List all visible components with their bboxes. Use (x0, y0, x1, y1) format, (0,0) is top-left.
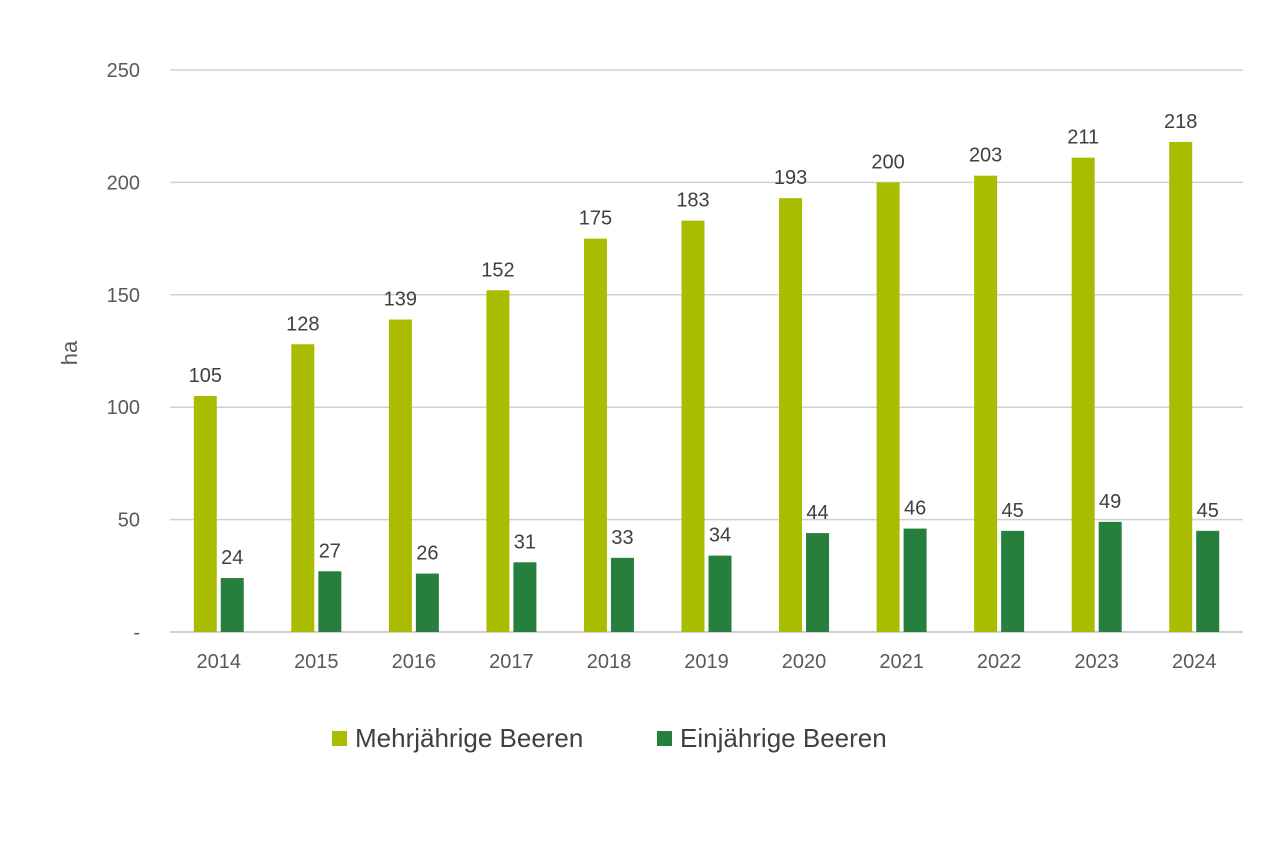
bar-mehrjaehrige-2014 (193, 395, 217, 632)
y-tick-label: - (133, 622, 140, 644)
data-label: 183 (676, 190, 709, 212)
data-label: 175 (579, 208, 612, 230)
y-tick-label: 250 (107, 60, 140, 82)
y-axis-title: ha (57, 340, 82, 365)
bar-mehrjaehrige-2021 (876, 182, 900, 632)
data-label: 44 (806, 502, 828, 524)
bar-mehrjaehrige-2017 (486, 290, 510, 632)
y-tick-label: 50 (118, 510, 140, 532)
data-label: 128 (286, 313, 319, 335)
data-label: 218 (1164, 111, 1197, 133)
bar-einjaehrige-2024 (1196, 530, 1220, 632)
data-label: 45 (1002, 500, 1024, 522)
x-tick-label: 2018 (587, 651, 632, 673)
x-tick-label: 2024 (1172, 651, 1217, 673)
y-tick-label: 100 (107, 397, 140, 419)
data-label: 193 (774, 167, 807, 189)
bar-einjaehrige-2021 (903, 528, 927, 632)
data-label: 27 (319, 540, 341, 562)
bar-mehrjaehrige-2016 (388, 319, 412, 632)
data-label: 31 (514, 531, 536, 553)
x-tick-label: 2017 (489, 651, 534, 673)
data-label: 46 (904, 498, 926, 520)
bar-mehrjaehrige-2022 (974, 175, 998, 632)
y-axis-ticks: - 50 100 150 200 250 (107, 60, 140, 644)
bar-mehrjaehrige-2018 (583, 238, 607, 632)
legend-label: Einjährige Beeren (680, 723, 887, 753)
x-tick-label: 2021 (879, 651, 924, 673)
legend: Mehrjährige Beeren Einjährige Beeren (332, 723, 887, 753)
bar-mehrjaehrige-2024 (1169, 141, 1193, 632)
data-labels: 105 24 128 27 139 26 152 31 175 33 183 34 193 44 200 46… (189, 111, 1219, 569)
bar-einjaehrige-2023 (1098, 521, 1122, 632)
y-tick-label: 200 (107, 172, 140, 194)
bars (193, 141, 1220, 633)
x-tick-label: 2022 (977, 651, 1022, 673)
y-tick-label: 150 (107, 285, 140, 307)
data-label: 105 (189, 365, 222, 387)
x-axis-ticks: 2014 2015 2016 2017 2018 2019 2020 2021 2022 2023… (197, 651, 1217, 673)
bar-mehrjaehrige-2015 (291, 344, 315, 632)
bar-einjaehrige-2018 (610, 557, 634, 632)
data-label: 49 (1099, 491, 1121, 513)
bar-einjaehrige-2020 (806, 533, 830, 632)
bar-einjaehrige-2015 (318, 571, 342, 632)
bar-einjaehrige-2019 (708, 555, 732, 632)
data-label: 152 (481, 259, 514, 281)
bar-mehrjaehrige-2023 (1071, 157, 1095, 632)
data-label: 24 (221, 547, 243, 569)
x-tick-label: 2015 (294, 651, 339, 673)
legend-swatch (332, 731, 347, 746)
data-label: 139 (384, 289, 417, 311)
x-tick-label: 2020 (782, 651, 827, 673)
legend-label: Mehrjährige Beeren (355, 723, 583, 753)
bar-einjaehrige-2016 (415, 573, 439, 632)
x-tick-label: 2019 (684, 651, 729, 673)
data-label: 211 (1067, 127, 1099, 149)
legend-swatch (657, 731, 672, 746)
data-label: 34 (709, 525, 731, 547)
x-tick-label: 2016 (392, 651, 437, 673)
data-label: 45 (1197, 500, 1219, 522)
bar-einjaehrige-2014 (220, 578, 244, 632)
data-label: 203 (969, 145, 1002, 167)
x-tick-label: 2014 (197, 651, 242, 673)
data-label: 26 (416, 543, 438, 565)
bar-mehrjaehrige-2020 (779, 198, 803, 633)
bar-einjaehrige-2022 (1001, 530, 1025, 632)
bar-einjaehrige-2017 (513, 562, 537, 632)
bar-mehrjaehrige-2019 (681, 220, 705, 632)
gridlines (170, 69, 1243, 633)
x-tick-label: 2023 (1074, 651, 1119, 673)
data-label: 33 (611, 527, 633, 549)
data-label: 200 (871, 151, 904, 173)
